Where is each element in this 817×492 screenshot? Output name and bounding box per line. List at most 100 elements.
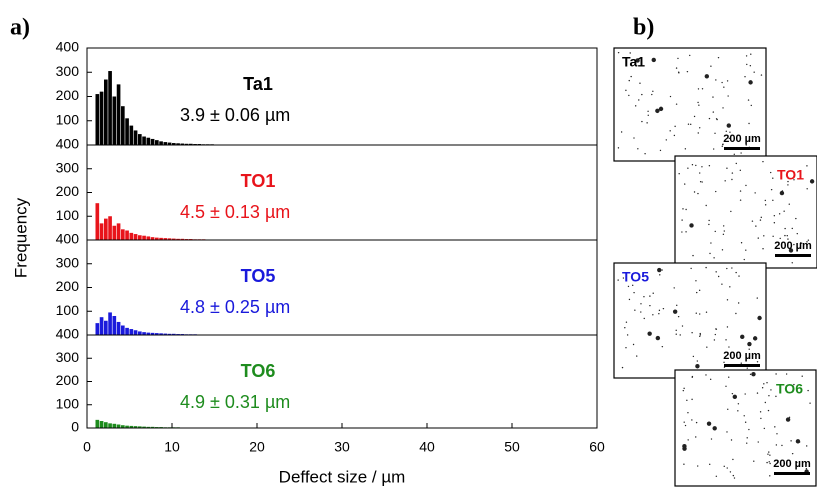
speck — [730, 471, 731, 472]
speck — [769, 454, 770, 455]
image-label: TO5 — [622, 269, 649, 285]
speck — [775, 373, 776, 374]
speck — [653, 293, 654, 294]
speck — [802, 376, 803, 377]
speck — [792, 228, 793, 229]
bar — [113, 424, 117, 428]
speck — [762, 387, 763, 388]
speck — [685, 209, 686, 210]
speck — [754, 192, 755, 193]
speck — [676, 330, 677, 331]
speck — [765, 200, 766, 201]
speck — [792, 262, 793, 263]
speck — [640, 311, 641, 312]
speck — [751, 372, 755, 376]
bar — [113, 226, 117, 240]
speck — [695, 436, 696, 437]
speck — [651, 94, 652, 95]
bar — [113, 97, 117, 146]
speck — [682, 444, 686, 448]
speck — [765, 402, 766, 403]
speck — [713, 257, 714, 258]
bar — [121, 229, 125, 240]
speck — [644, 153, 645, 154]
speck — [647, 331, 651, 335]
speck — [634, 310, 635, 311]
speck — [770, 389, 771, 390]
speck — [776, 444, 777, 445]
speck — [710, 66, 711, 67]
speck — [741, 242, 742, 243]
speck — [750, 65, 751, 66]
speck — [649, 295, 650, 296]
speck — [639, 83, 640, 84]
bar — [134, 234, 138, 240]
speck — [733, 395, 737, 399]
speck — [661, 269, 662, 270]
speck — [722, 107, 723, 108]
speck — [721, 283, 722, 284]
speck — [731, 267, 732, 268]
y-tick-label: 100 — [56, 207, 80, 223]
y-tick-label: 400 — [56, 136, 80, 152]
scale-bar — [724, 147, 760, 150]
speck — [744, 259, 745, 260]
bar — [108, 423, 112, 428]
speck — [761, 74, 762, 75]
speck — [680, 334, 681, 335]
speck — [707, 421, 711, 425]
y-tick-label: 200 — [56, 87, 80, 103]
speck — [716, 476, 717, 477]
speck — [727, 326, 728, 327]
speck — [740, 335, 744, 339]
speck — [690, 124, 691, 125]
y-tick-label: 400 — [56, 326, 80, 342]
plot-frame — [87, 240, 597, 335]
speck — [649, 305, 650, 306]
speck — [789, 203, 790, 204]
bar — [155, 140, 159, 145]
x-tick-label: 10 — [164, 439, 180, 455]
speck — [625, 347, 626, 348]
speck — [701, 166, 702, 167]
speck — [752, 220, 753, 221]
annotation: 4.8 ± 0.25 µm — [180, 297, 290, 317]
bar — [100, 421, 104, 428]
speck — [670, 96, 671, 97]
speck — [708, 220, 709, 221]
speck — [758, 237, 759, 238]
speck — [633, 137, 634, 138]
speck — [769, 461, 770, 462]
speck — [643, 296, 644, 297]
bar — [134, 330, 138, 335]
bar — [138, 134, 142, 145]
speck — [687, 439, 688, 440]
x-tick-label: 0 — [83, 439, 91, 455]
bar — [159, 141, 163, 145]
speck — [746, 442, 747, 443]
speck — [731, 179, 732, 180]
speck — [637, 148, 638, 149]
speck — [699, 172, 700, 173]
speck — [750, 54, 751, 55]
speck — [687, 412, 688, 413]
x-tick-label: 50 — [504, 439, 520, 455]
speck — [710, 379, 711, 380]
speck — [628, 95, 629, 96]
speck — [678, 72, 679, 73]
speck — [736, 163, 737, 164]
speck — [689, 55, 690, 56]
speck — [721, 82, 722, 83]
y-tick-label: 100 — [56, 395, 80, 411]
speck — [641, 121, 642, 122]
speck — [715, 191, 716, 192]
speck — [723, 225, 724, 226]
speck — [641, 94, 642, 95]
x-tick-label: 40 — [419, 439, 435, 455]
speck — [726, 168, 727, 169]
speck — [621, 131, 622, 132]
speck — [695, 165, 696, 166]
speck — [697, 465, 698, 466]
